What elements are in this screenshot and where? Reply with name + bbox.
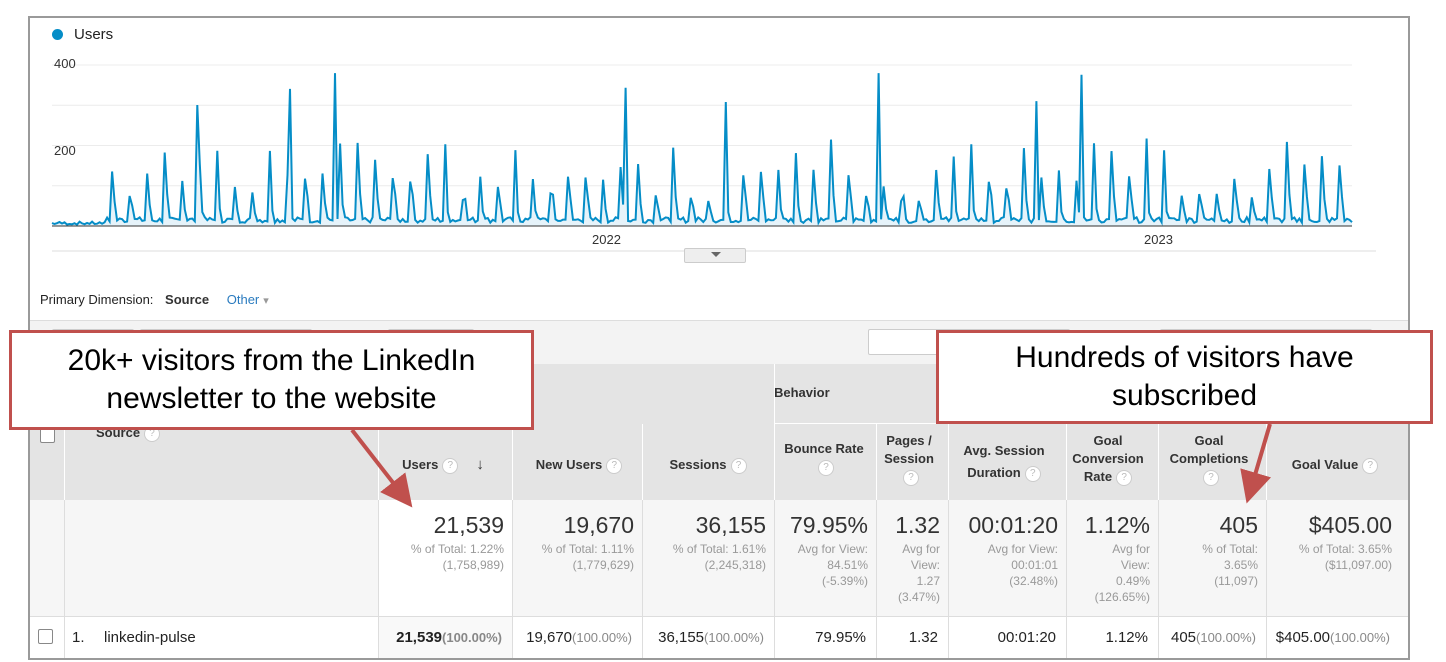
col-new-users[interactable]: New Users? <box>514 456 644 474</box>
totals-divider <box>1158 500 1159 616</box>
help-icon[interactable]: ? <box>1024 465 1041 482</box>
select-all-checkbox[interactable] <box>40 428 55 443</box>
total-users: 21,539 % of Total: 1.22% (1,758,989) <box>378 500 512 616</box>
dimension-other-dropdown[interactable]: Other <box>227 292 269 307</box>
total-avg-session-duration: 00:01:20 Avg for View: 00:01:01 (32.48%) <box>968 512 1058 588</box>
col-users[interactable]: Users? ↓ <box>402 456 484 474</box>
row-goal-conversion-rate: 1.12% <box>1105 629 1148 646</box>
header-divider <box>1066 424 1067 500</box>
row-divider <box>642 617 643 658</box>
row-bounce-rate: 79.95% <box>815 629 866 646</box>
row-avg-session-duration: 00:01:20 <box>997 629 1056 646</box>
users-line-chart <box>51 64 1376 252</box>
row-divider <box>774 617 775 658</box>
totals-divider <box>64 500 65 616</box>
row-divider <box>1158 617 1159 658</box>
y-tick-200: 200 <box>54 143 76 158</box>
users-legend-dot <box>52 29 63 40</box>
callout-subscribers: Hundreds of visitors have subscribed <box>936 330 1433 424</box>
row-checkbox[interactable] <box>38 629 53 644</box>
y-tick-400: 400 <box>54 56 76 71</box>
row-new-users: 19,670(100.00%) <box>526 629 632 646</box>
header-divider <box>774 364 775 500</box>
totals-divider <box>512 500 513 616</box>
row-divider <box>378 617 379 658</box>
sort-desc-icon[interactable]: ↓ <box>476 456 484 473</box>
row-divider <box>1266 617 1267 658</box>
col-pages-session[interactable]: Pages / Session? <box>878 432 940 486</box>
row-goal-completions: 405(100.00%) <box>1170 629 1256 646</box>
col-sessions[interactable]: Sessions? <box>642 456 774 474</box>
help-icon[interactable]: ? <box>1362 457 1379 474</box>
col-avg-session-duration[interactable]: Avg. Session Duration? <box>963 443 1045 482</box>
help-icon[interactable]: ? <box>1203 469 1219 486</box>
legend-label: Users <box>74 26 114 43</box>
dimension-source-option[interactable]: Source <box>165 292 210 307</box>
totals-divider <box>378 500 379 616</box>
total-new-users: 19,670 % of Total: 1.11% (1,779,629) <box>541 512 634 572</box>
row-users: 21,539(100.00%) <box>378 617 512 658</box>
help-icon[interactable]: ? <box>442 457 459 474</box>
header-divider <box>1158 424 1159 500</box>
row-source-link[interactable]: linkedin-pulse <box>104 629 196 646</box>
header-divider <box>64 424 65 500</box>
col-bounce-rate[interactable]: Bounce Rate? <box>776 440 872 476</box>
totals-row: 21,539 % of Total: 1.22% (1,758,989) 19,6… <box>30 500 1408 616</box>
total-goal-value: $405.00 % of Total: 3.65% ($11,097.00) <box>1298 512 1392 572</box>
row-index: 1. <box>72 629 85 646</box>
help-icon[interactable]: ? <box>606 457 623 474</box>
row-divider <box>1066 617 1067 658</box>
header-divider <box>1266 424 1267 500</box>
x-tick-2022: 2022 <box>592 232 621 247</box>
header-divider <box>876 424 877 500</box>
col-goal-completions[interactable]: Goal Completions? <box>1164 432 1254 486</box>
help-icon[interactable]: ? <box>1116 469 1133 486</box>
header-divider <box>642 424 643 500</box>
totals-divider <box>1266 500 1267 616</box>
users-series-line <box>51 73 1353 226</box>
total-sessions: 36,155 % of Total: 1.61% (2,245,318) <box>672 512 766 572</box>
row-divider <box>876 617 877 658</box>
x-tick-2023: 2023 <box>1144 232 1173 247</box>
row-goal-value: $405.00(100.00%) <box>1275 629 1390 646</box>
callout-linkedin-visitors: 20k+ visitors from the LinkedIn newslett… <box>9 330 534 430</box>
col-goal-conversion-rate[interactable]: Goal Conversion Rate? <box>1072 433 1144 486</box>
totals-divider <box>948 500 949 616</box>
total-goal-completions: 405 % of Total: 3.65% (11,097) <box>1202 512 1258 588</box>
row-divider <box>64 617 65 658</box>
totals-divider <box>774 500 775 616</box>
total-pages-session: 1.32 Avg for View: 1.27 (3.47%) <box>895 512 940 604</box>
users-area-fill <box>52 73 1352 226</box>
row-divider <box>512 617 513 658</box>
primary-dimension-bar: Primary Dimension: Source Other <box>40 292 269 307</box>
help-icon[interactable]: ? <box>903 469 919 486</box>
total-bounce-rate: 79.95% Avg for View: 84.51% (-5.39%) <box>789 512 868 588</box>
primary-dimension-label: Primary Dimension: <box>40 292 154 307</box>
help-icon[interactable]: ? <box>818 459 834 476</box>
help-icon[interactable]: ? <box>730 457 747 474</box>
header-divider <box>948 424 949 500</box>
row-divider <box>948 617 949 658</box>
col-goal-value[interactable]: Goal Value? <box>1270 456 1400 474</box>
header-divider <box>512 424 513 500</box>
behavior-group-header: Behavior <box>774 385 830 400</box>
total-goal-conversion-rate: 1.12% Avg for View: 0.49% (126.65%) <box>1084 512 1150 604</box>
chart-legend[interactable]: Users <box>52 26 113 43</box>
header-divider <box>378 424 379 500</box>
chart-collapse-toggle[interactable] <box>684 248 746 263</box>
totals-divider <box>642 500 643 616</box>
row-sessions: 36,155(100.00%) <box>658 629 764 646</box>
table-row: 1. linkedin-pulse 21,539(100.00%) 19,670… <box>30 616 1408 658</box>
totals-divider <box>1066 500 1067 616</box>
totals-divider <box>876 500 877 616</box>
row-pages-session: 1.32 <box>908 629 938 646</box>
